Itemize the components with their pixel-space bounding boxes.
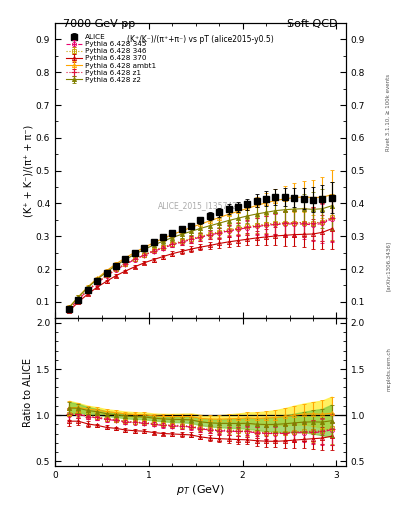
Text: [arXiv:1306.3436]: [arXiv:1306.3436] bbox=[386, 241, 391, 291]
Legend: ALICE, Pythia 6.428 345, Pythia 6.428 346, Pythia 6.428 370, Pythia 6.428 ambt1,: ALICE, Pythia 6.428 345, Pythia 6.428 34… bbox=[64, 33, 157, 84]
Text: Soft QCD: Soft QCD bbox=[288, 19, 338, 30]
Y-axis label: (K⁺ + K⁻)/(π⁺ + π⁻): (K⁺ + K⁻)/(π⁺ + π⁻) bbox=[23, 124, 33, 217]
Text: (K⁺/K⁻)/(π⁺+π⁻) vs pT (alice2015-y0.5): (K⁺/K⁻)/(π⁺+π⁻) vs pT (alice2015-y0.5) bbox=[127, 35, 274, 44]
Text: mcplots.cern.ch: mcplots.cern.ch bbox=[386, 347, 391, 391]
X-axis label: $p_T$ (GeV): $p_T$ (GeV) bbox=[176, 482, 225, 497]
Y-axis label: Ratio to ALICE: Ratio to ALICE bbox=[23, 357, 33, 426]
Text: ALICE_2015_I1357424: ALICE_2015_I1357424 bbox=[158, 202, 243, 210]
Text: 7000 GeV pp: 7000 GeV pp bbox=[63, 19, 135, 30]
Text: Rivet 3.1.10, ≥ 100k events: Rivet 3.1.10, ≥ 100k events bbox=[386, 74, 391, 151]
